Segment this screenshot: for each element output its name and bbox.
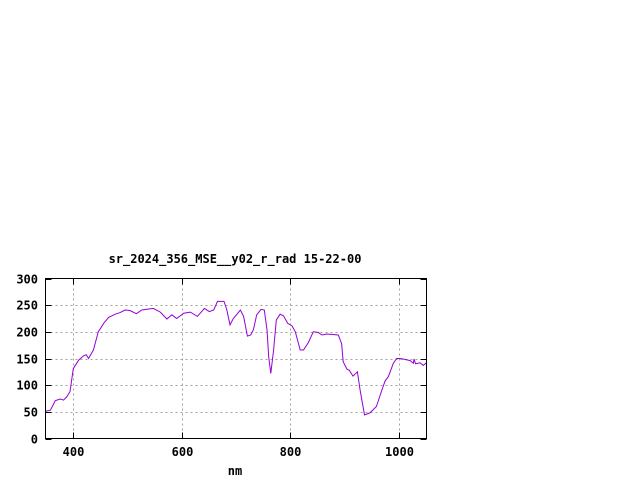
y-tick-label: 50 [24, 406, 38, 420]
grid [45, 278, 427, 439]
y-tick-label: 300 [16, 273, 38, 287]
x-tick-label: 800 [280, 445, 302, 459]
x-tick-label: 1000 [385, 445, 414, 459]
chart-title: sr_2024_356_MSE__y02_r_rad 15-22-00 [109, 252, 362, 267]
y-tick-label: 150 [16, 353, 38, 367]
plot-border [45, 278, 427, 439]
x-axis-label: nm [228, 464, 242, 478]
y-tick-label: 0 [31, 433, 38, 447]
x-axis-ticks: 400 600 800 1000 [63, 278, 414, 459]
y-axis-ticks: 0 50 100 150 200 250 300 [16, 273, 427, 447]
y-tick-label: 100 [16, 379, 38, 393]
series-line [45, 300, 427, 416]
y-tick-label: 200 [16, 326, 38, 340]
x-tick-label: 400 [63, 445, 85, 459]
x-tick-label: 600 [172, 445, 194, 459]
y-tick-label: 250 [16, 299, 38, 313]
